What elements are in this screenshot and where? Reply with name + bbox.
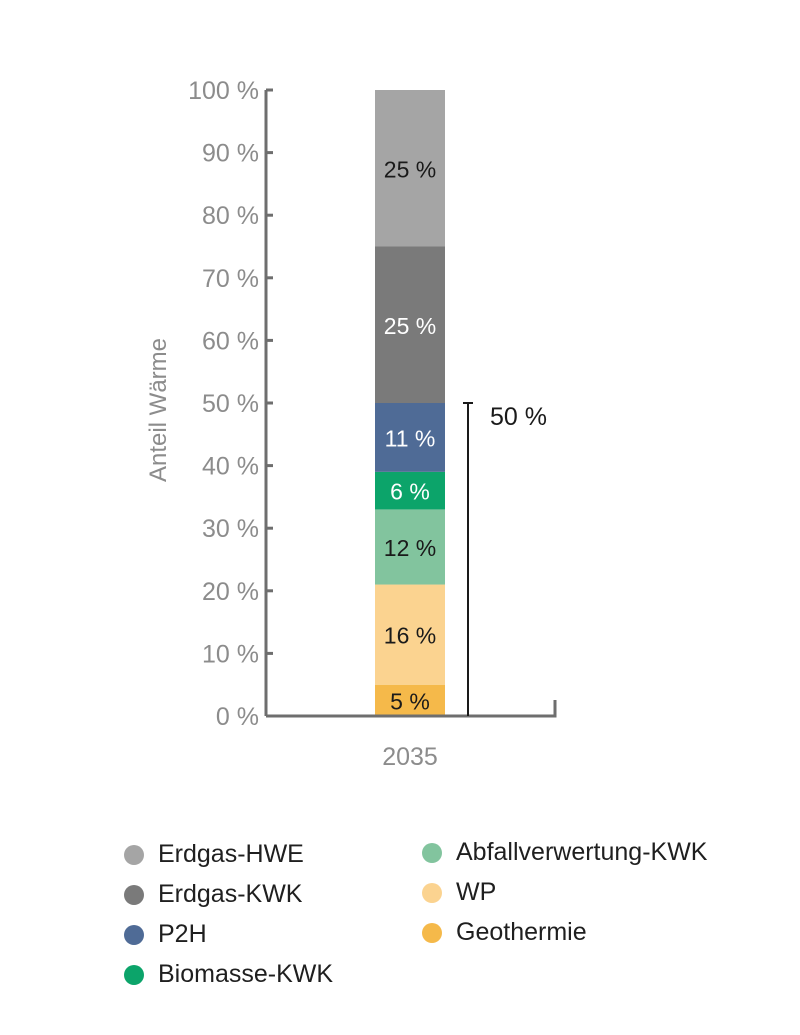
y-tick-label: 100 %: [188, 77, 259, 105]
bar-segment-abfallverwertung-kwk: [375, 509, 445, 585]
bar-segment-p2h: [375, 403, 445, 472]
bar-segment-biomasse-kwk: [375, 471, 445, 510]
bar-segment-geothermie: [375, 684, 445, 716]
y-tick-label: 30 %: [202, 515, 259, 543]
segment-value-label: 25 %: [384, 313, 436, 339]
bracket-label: 50 %: [490, 403, 547, 431]
y-tick-label: 40 %: [202, 453, 259, 481]
bar-segment-erdgas-hwe: [375, 90, 445, 247]
x-axis-line: [266, 700, 557, 718]
segment-value-label: 25 %: [384, 156, 436, 182]
share-bracket: 50 %: [463, 402, 547, 716]
y-tick-label: 10 %: [202, 640, 259, 668]
x-axis: 2035: [266, 700, 557, 771]
y-axis: 0 % 10 % 20 % 30 % 40 % 50 % 60 % 70 % 80 % 90 % 1…: [188, 77, 273, 731]
y-tick-label: 20 %: [202, 578, 259, 606]
y-tick-label: 90 %: [202, 140, 259, 168]
y-tick-label: 50 %: [202, 390, 259, 418]
segment-value-label: 6 %: [390, 479, 430, 505]
segment-value-label: 5 %: [390, 688, 430, 714]
y-tick-label: 60 %: [202, 327, 259, 355]
x-category-label: 2035: [382, 743, 438, 771]
y-tick-label: 0 %: [216, 703, 259, 731]
y-tick-label: 70 %: [202, 265, 259, 293]
segment-value-label: 12 %: [384, 535, 436, 561]
bar-segment-wp: [375, 584, 445, 685]
bar-segment-erdgas-kwk: [375, 246, 445, 403]
segment-value-label: 16 %: [384, 623, 436, 649]
bar-stack: [375, 90, 445, 716]
segment-value-label: 11 %: [385, 425, 436, 451]
y-axis-title: Anteil Wärme: [145, 338, 172, 482]
segment-labels: 5 % 16 % 12 % 6 % 11 % 25 % 25 %: [384, 156, 436, 714]
y-tick-label: 80 %: [202, 202, 259, 230]
